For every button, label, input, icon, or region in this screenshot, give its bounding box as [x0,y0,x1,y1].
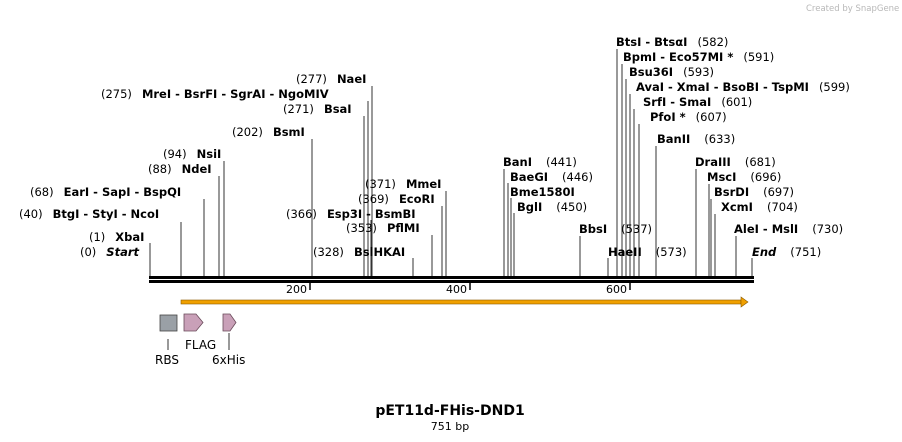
sequence-bar [149,276,754,283]
orf-arrow [180,296,749,308]
plasmid-name: pET11d-FHis-DND1 [375,403,524,419]
site-label: BsrDI (697) [714,185,794,199]
site-label: XcmI (704) [721,200,798,214]
feature-label-rbs: RBS [155,353,179,367]
plasmid-length: 751 bp [431,420,469,433]
site-label: AvaI - XmaI - BsoBI - TspMI (599) [636,80,850,94]
site-label: (353) PflMI [346,221,420,235]
flag-feature [183,313,204,332]
tick-label: 600 [606,283,627,296]
site-label: DraIII (681) [695,155,776,169]
site-label: HaeII (573) [608,245,687,259]
site-label: BanI (441) [503,155,577,169]
site-label: (0) Start [80,245,140,259]
site-label: (88) NdeI [148,162,212,176]
site-label: AleI - MslI (730) [734,222,843,236]
site-label: (94) NsiI [163,147,221,161]
site-label: (328) BslHKAI [313,245,405,259]
snapgene-credit: Created by SnapGene [806,4,899,14]
bottom-strand [149,280,754,283]
credit-text: Created by SnapGene [806,4,899,14]
feature-label-flag: FLAG [185,338,216,352]
features: RBS FLAG 6xHis [155,313,245,367]
tick-label: 200 [286,283,307,296]
site-label: BanII (633) [657,132,735,146]
site-label: (40) BtgI - StyI - NcoI [19,207,159,221]
his-tag-feature [222,313,237,332]
site-leader-lines [149,49,753,277]
scale-ticks: 200 400 600 [286,283,631,296]
site-label: (68) EarI - SapI - BspQI [30,185,181,199]
map-title: pET11d-FHis-DND1 751 bp [375,403,524,433]
site-label: (1) XbaI [89,230,144,244]
site-label: MscI (696) [707,170,781,184]
site-label: (369) EcoRI [358,192,435,206]
rbs-feature [159,314,178,332]
site-label: (277) NaeI [296,72,366,86]
site-label: BglI (450) [517,200,587,214]
site-label: BbsI (537) [579,222,652,236]
site-label: (202) BsmI [232,125,305,139]
site-label: Bme1580I [510,185,575,199]
orf-arrowhead [740,296,749,308]
site-label: (275) MreI - BsrFI - SgrAI - NgoMIV [101,87,329,101]
site-label: PfoI * (607) [650,110,727,124]
site-label: BtsI - BtsαI (582) [616,35,728,49]
site-label: (371) MmeI [365,177,441,191]
tick-label: 400 [446,283,467,296]
site-label: BaeGI (446) [510,170,593,184]
site-label: SrfI - SmaI (601) [643,95,752,109]
orf-body [180,299,742,305]
top-strand [149,276,754,279]
site-label: Bsu36I (593) [629,65,714,79]
site-label: End (751) [752,245,821,259]
site-label: (366) Esp3I - BsmBI [286,207,416,221]
feature-label-6xhis: 6xHis [212,353,245,367]
site-label: BpmI - Eco57MI * (591) [623,50,774,64]
site-label: (271) BsaI [283,102,352,116]
restriction-site-labels: (0) Start (1) XbaI (40) BtgI - StyI - NcoI … [19,35,850,259]
